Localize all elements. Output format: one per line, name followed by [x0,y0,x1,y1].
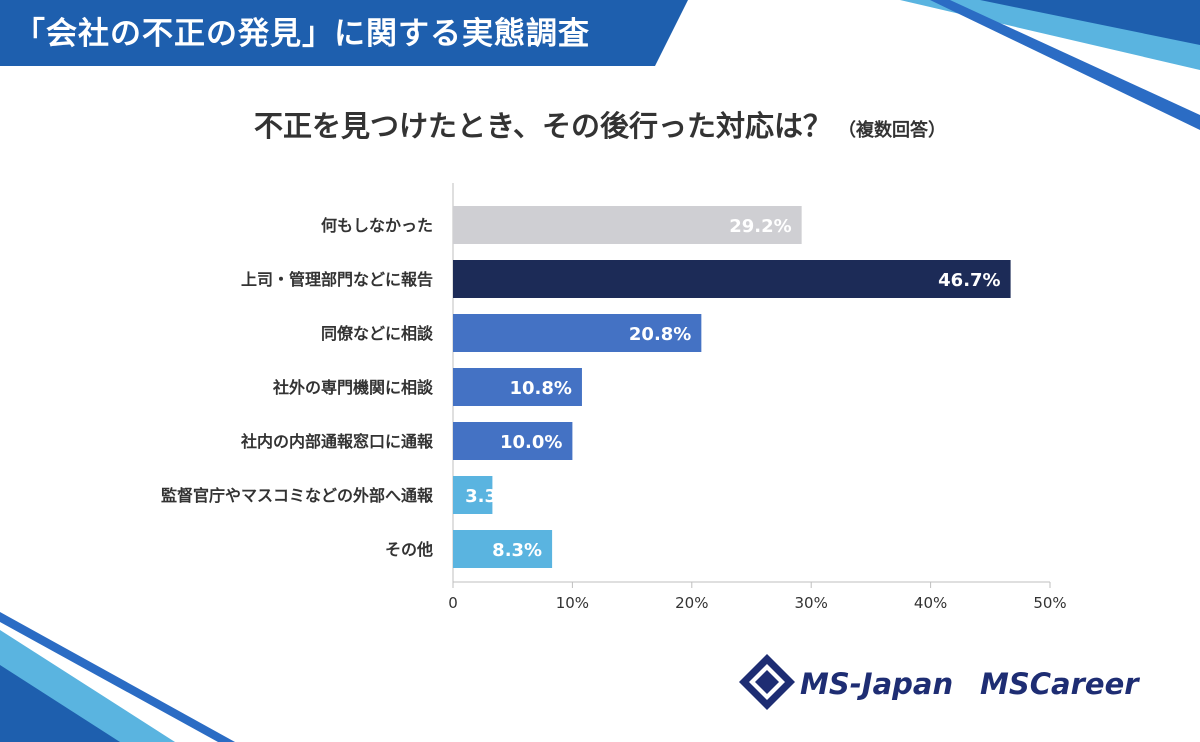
data-label: 3.3% [465,486,515,507]
category-label: 社外の専門機関に相談 [272,378,434,397]
header-banner [0,0,688,66]
header-title: 「会社の不正の発見」に関する実態調査 [14,16,590,52]
x-tick-label: 10% [556,594,589,612]
bar [453,368,582,406]
category-label: 同僚などに相談 [321,324,434,343]
chart-title-note: （複数回答） [837,120,946,141]
category-label: その他 [385,540,433,559]
decor-top-right-dark [980,0,1200,45]
category-label: 上司・管理部門などに報告 [241,270,433,289]
x-tick-label: 0 [448,594,458,612]
data-label: 46.7% [938,270,1000,291]
category-label: 何もしなかった [321,216,433,235]
ms-japan-logo-text: MS-Japan [800,667,954,701]
category-label: 監督官庁やマスコミなどの外部へ通報 [161,486,434,505]
ms-japan-logo-mark [739,654,795,710]
data-label: 10.8% [509,378,571,399]
bar [453,476,493,514]
bar [453,422,573,460]
bar [453,314,702,352]
bar [453,206,802,244]
decor-bottom-left-dark [0,665,120,742]
x-tick-label: 20% [675,594,708,612]
decor-bottom-left-stripe [0,612,235,742]
chart-title: 不正を見つけたとき、その後行った対応は？ （複数回答） [0,103,1200,145]
ms-career-logo-text: MSCareer [980,667,1139,701]
chart-title-main: 不正を見つけたとき、その後行った対応は？ [254,109,832,143]
data-label: 20.8% [629,324,691,345]
data-label: 10.0% [500,432,562,453]
data-label: 8.3% [492,540,542,561]
bar [453,530,553,568]
x-tick-label: 40% [914,594,947,612]
decor-top-right-stripe [930,0,1200,130]
bar [453,260,1011,298]
x-tick-label: 30% [795,594,828,612]
data-label: 29.2% [729,216,791,237]
x-tick-label: 50% [1033,594,1066,612]
category-label: 社内の内部通報窓口に通報 [240,432,434,451]
